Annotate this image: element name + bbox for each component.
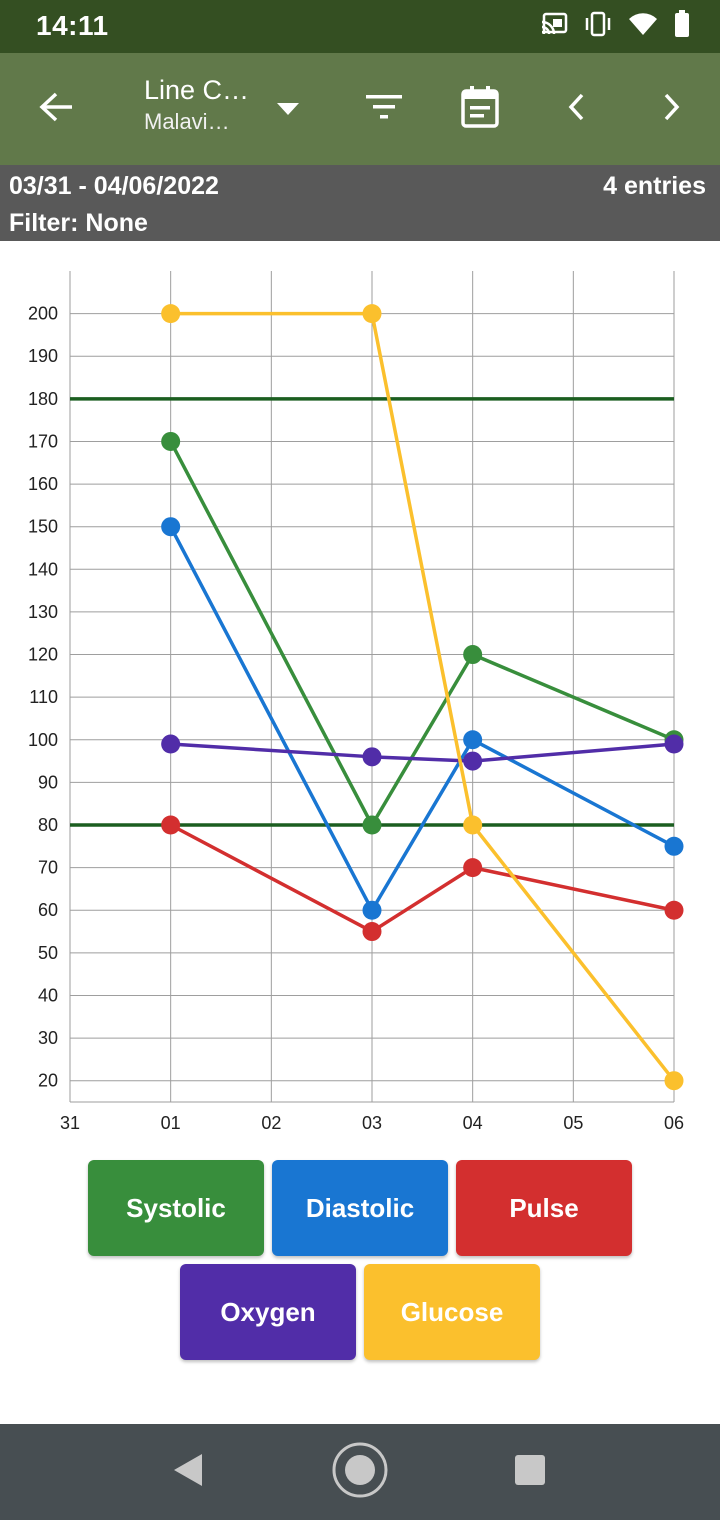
y-tick-label: 60 bbox=[38, 900, 58, 920]
y-tick-label: 50 bbox=[38, 943, 58, 963]
legend-button-oxygen[interactable]: Oxygen bbox=[180, 1264, 356, 1360]
data-point-systolic bbox=[362, 815, 382, 835]
data-point-pulse bbox=[664, 900, 684, 920]
y-tick-label: 120 bbox=[28, 645, 58, 665]
app-subtitle: Malavi… bbox=[144, 109, 230, 134]
y-tick-label: 190 bbox=[28, 346, 58, 366]
back-button[interactable] bbox=[28, 81, 84, 137]
y-tick-label: 110 bbox=[29, 687, 58, 707]
y-tick-label: 90 bbox=[38, 772, 58, 792]
y-tick-label: 20 bbox=[38, 1071, 58, 1091]
data-point-diastolic bbox=[362, 900, 382, 920]
app-bar: Line C… Malavi… bbox=[0, 53, 720, 165]
status-time: 14:11 bbox=[36, 10, 109, 41]
x-tick-label: 01 bbox=[161, 1113, 181, 1133]
data-point-glucose bbox=[362, 304, 382, 324]
data-point-diastolic bbox=[664, 836, 684, 856]
calendar-icon bbox=[461, 85, 499, 133]
dropdown-caret-icon[interactable] bbox=[277, 102, 299, 120]
nav-recents-icon bbox=[514, 1454, 546, 1491]
legend-button-systolic[interactable]: Systolic bbox=[88, 1160, 264, 1256]
chevron-left-icon bbox=[567, 93, 585, 126]
x-tick-label: 03 bbox=[362, 1113, 382, 1133]
chart-selector[interactable]: Line C… Malavi… bbox=[144, 73, 334, 145]
cast-icon bbox=[540, 12, 568, 36]
x-tick-label: 05 bbox=[563, 1113, 583, 1133]
data-point-oxygen bbox=[161, 734, 181, 754]
y-tick-label: 180 bbox=[28, 389, 58, 409]
system-nav-bar bbox=[0, 1424, 720, 1520]
date-range: 03/31 - 04/06/2022 bbox=[9, 172, 219, 200]
line-chart: 20 30 40 50 60 70 80 90 100 110 120 130 140 150 160 170… bbox=[0, 241, 720, 1141]
series-line-glucose bbox=[170, 311, 676, 1082]
chevron-right-icon bbox=[663, 93, 681, 126]
data-point-pulse bbox=[362, 922, 382, 942]
app-title: Line C… bbox=[144, 75, 250, 105]
wifi-icon bbox=[628, 12, 658, 36]
legend-button-pulse[interactable]: Pulse bbox=[456, 1160, 632, 1256]
data-point-systolic bbox=[161, 431, 181, 451]
nav-home-button[interactable] bbox=[330, 1442, 390, 1502]
filter-button[interactable] bbox=[356, 81, 412, 137]
data-point-glucose bbox=[664, 1071, 684, 1091]
x-tick-label: 04 bbox=[463, 1113, 483, 1133]
data-point-oxygen bbox=[664, 734, 684, 754]
calendar-button[interactable] bbox=[452, 81, 508, 137]
data-point-pulse bbox=[463, 858, 483, 878]
filter-icon bbox=[366, 94, 402, 125]
nav-recents-button[interactable] bbox=[500, 1442, 560, 1502]
info-bar: 03/31 - 04/06/2022 4 entries Filter: Non… bbox=[0, 165, 720, 241]
nav-back-icon bbox=[172, 1453, 204, 1492]
y-tick-label: 150 bbox=[28, 517, 58, 537]
x-tick-label: 06 bbox=[664, 1113, 684, 1133]
series-line-pulse bbox=[169, 823, 675, 934]
data-point-diastolic bbox=[161, 517, 181, 537]
data-point-pulse bbox=[161, 815, 181, 835]
entry-count: 4 entries bbox=[603, 172, 706, 200]
battery-icon bbox=[674, 10, 690, 38]
y-tick-label: 200 bbox=[28, 304, 58, 324]
vibrate-icon bbox=[584, 11, 612, 37]
x-tick-label: 02 bbox=[261, 1113, 281, 1133]
chart-svg: 20 30 40 50 60 70 80 90 100 110 120 130 140 150 160 170… bbox=[28, 271, 684, 1133]
previous-range-button[interactable] bbox=[548, 81, 604, 137]
filter-status: Filter: None bbox=[9, 209, 148, 237]
back-arrow-icon bbox=[38, 91, 74, 128]
series-line-oxygen bbox=[170, 742, 675, 763]
y-tick-label: 170 bbox=[28, 431, 58, 451]
nav-home-icon bbox=[331, 1441, 389, 1504]
data-point-glucose bbox=[463, 815, 483, 835]
nav-back-button[interactable] bbox=[158, 1442, 218, 1502]
data-point-oxygen bbox=[463, 751, 483, 771]
y-tick-label: 130 bbox=[28, 602, 58, 622]
y-tick-label: 70 bbox=[38, 858, 58, 878]
y-tick-label: 160 bbox=[28, 474, 58, 494]
data-point-diastolic bbox=[463, 730, 483, 750]
y-tick-label: 40 bbox=[38, 985, 58, 1005]
y-tick-label: 140 bbox=[28, 559, 58, 579]
next-range-button[interactable] bbox=[644, 81, 700, 137]
y-tick-label: 100 bbox=[28, 730, 58, 750]
status-bar: 14:11 bbox=[0, 0, 720, 53]
data-point-oxygen bbox=[362, 747, 382, 767]
legend-button-diastolic[interactable]: Diastolic bbox=[272, 1160, 448, 1256]
data-point-systolic bbox=[463, 645, 483, 665]
x-tick-label: 31 bbox=[60, 1113, 80, 1133]
data-point-glucose bbox=[161, 304, 181, 324]
y-tick-label: 80 bbox=[38, 815, 58, 835]
y-tick-label: 30 bbox=[38, 1028, 58, 1048]
series-line-systolic bbox=[169, 440, 675, 827]
status-icons bbox=[540, 10, 690, 38]
series-line-diastolic bbox=[169, 525, 675, 912]
legend-button-glucose[interactable]: Glucose bbox=[364, 1264, 540, 1360]
